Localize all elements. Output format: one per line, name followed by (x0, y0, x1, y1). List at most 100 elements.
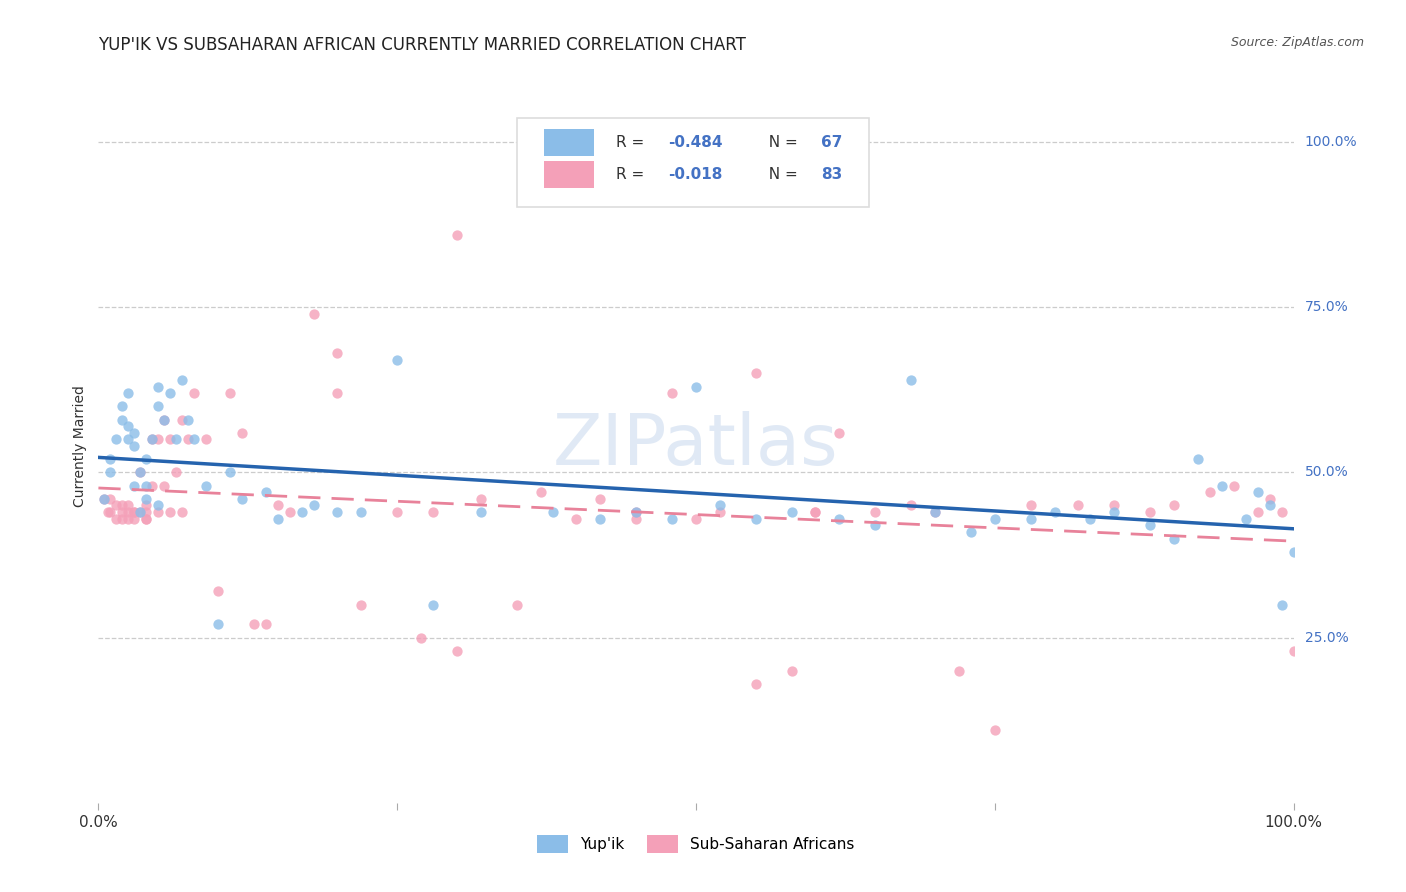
Point (148, 499, 170, 513)
Point (1187, 452, 1209, 467)
Text: YUP'IK VS SUBSAHARAN AFRICAN CURRENTLY MARRIED CORRELATION CHART: YUP'IK VS SUBSAHARAN AFRICAN CURRENTLY M… (98, 36, 747, 54)
Point (984, 723, 1007, 738)
Point (231, 425, 253, 440)
Point (1223, 478, 1246, 492)
Point (422, 598, 444, 612)
Point (589, 511, 612, 525)
Point (804, 505, 827, 519)
FancyBboxPatch shape (544, 129, 595, 156)
Point (98, 466, 122, 480)
Point (865, 518, 887, 533)
Point (117, 433, 139, 447)
Point (135, 499, 157, 513)
Text: ZIPatlas: ZIPatlas (553, 411, 839, 481)
Point (1139, 505, 1161, 519)
Point (291, 505, 314, 519)
Point (172, 412, 194, 426)
Point (326, 346, 349, 360)
Point (111, 400, 134, 414)
Point (780, 664, 803, 678)
Text: 25.0%: 25.0% (1305, 631, 1348, 645)
Point (254, 617, 277, 632)
Point (129, 505, 152, 519)
Point (117, 419, 139, 434)
Point (117, 511, 139, 525)
Point (153, 478, 176, 492)
Point (148, 379, 170, 393)
Point (278, 505, 301, 519)
Point (828, 511, 851, 525)
Point (124, 478, 146, 492)
Point (302, 499, 325, 513)
Point (1163, 532, 1185, 546)
Point (141, 478, 163, 492)
Point (124, 505, 146, 519)
Text: R =: R = (616, 136, 650, 150)
Point (117, 386, 139, 401)
Point (780, 505, 803, 519)
Point (865, 505, 887, 519)
Point (105, 511, 128, 525)
Y-axis label: Currently Married: Currently Married (73, 385, 87, 507)
Point (1247, 505, 1270, 519)
Point (165, 466, 187, 480)
Point (350, 598, 373, 612)
Point (589, 491, 612, 506)
Point (135, 505, 157, 519)
Point (385, 505, 409, 519)
Point (135, 491, 157, 506)
Point (267, 511, 290, 525)
Point (105, 433, 128, 447)
Point (153, 412, 176, 426)
Point (1019, 511, 1042, 525)
Point (129, 466, 152, 480)
Point (129, 505, 152, 519)
Point (267, 499, 290, 513)
Point (1271, 505, 1294, 519)
Text: 100.0%: 100.0% (1305, 135, 1357, 149)
Point (97, 505, 120, 519)
Point (1139, 518, 1161, 533)
FancyBboxPatch shape (517, 118, 869, 207)
Point (709, 505, 731, 519)
Point (1199, 485, 1222, 500)
Point (530, 485, 553, 500)
Point (1067, 499, 1090, 513)
Point (195, 478, 218, 492)
Point (135, 478, 157, 492)
Point (626, 505, 648, 519)
Point (177, 433, 200, 447)
Point (172, 505, 194, 519)
Point (302, 307, 325, 321)
Point (207, 617, 229, 632)
Point (326, 505, 349, 519)
Point (141, 433, 163, 447)
Point (135, 452, 157, 467)
Point (900, 373, 922, 387)
Point (111, 499, 134, 513)
Text: 67: 67 (821, 136, 842, 150)
Point (111, 511, 134, 525)
Point (177, 412, 200, 426)
Point (124, 511, 146, 525)
Point (385, 353, 409, 368)
Point (1019, 499, 1042, 513)
Point (111, 412, 134, 426)
Point (446, 227, 468, 242)
Point (1080, 511, 1102, 525)
Point (1258, 491, 1281, 506)
Text: -0.484: -0.484 (668, 136, 723, 150)
Point (948, 664, 970, 678)
Point (661, 386, 683, 401)
Point (984, 511, 1007, 525)
Point (411, 631, 433, 645)
Point (135, 511, 157, 525)
Point (105, 499, 128, 513)
Text: -0.018: -0.018 (668, 168, 723, 182)
Point (1258, 499, 1281, 513)
Point (1104, 499, 1126, 513)
Point (541, 505, 564, 519)
Point (124, 505, 146, 519)
Point (159, 433, 181, 447)
Point (219, 386, 242, 401)
